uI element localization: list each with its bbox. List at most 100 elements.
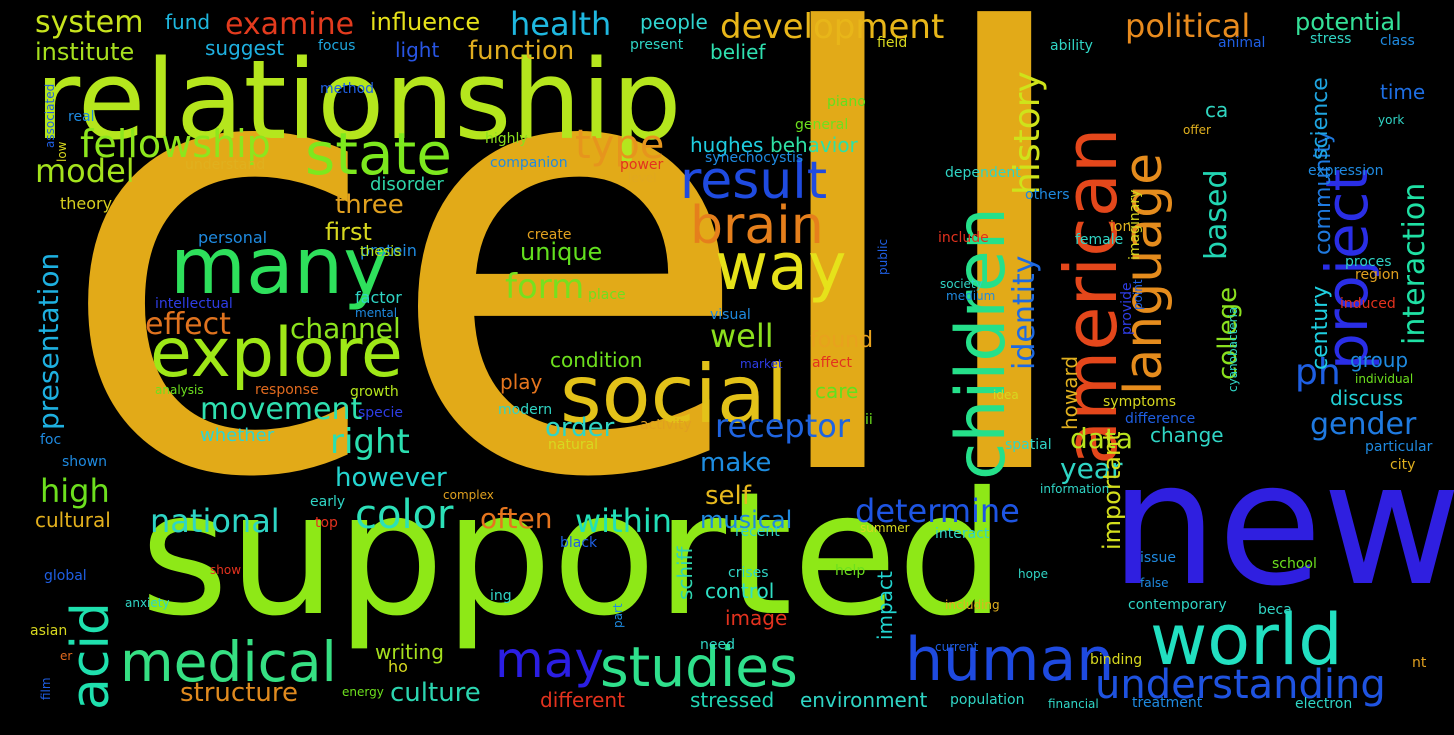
word-stressed: stressed <box>690 688 775 712</box>
word-class: class <box>1380 33 1415 49</box>
word-care: care <box>815 379 859 403</box>
word-natural: natural <box>548 437 599 453</box>
word-induced: induced <box>1340 296 1396 312</box>
word-state: state <box>305 120 452 188</box>
word-affect: affect <box>812 355 853 371</box>
word-analysis: analysis <box>155 383 204 397</box>
word-visual: visual <box>710 307 751 323</box>
word-er: er <box>60 649 73 663</box>
word-behavior: behavior <box>770 133 858 157</box>
word-fellowship: fellowship <box>80 122 271 166</box>
word-influence: influence <box>370 8 481 36</box>
word-stress: stress <box>1310 31 1352 47</box>
word-language: language <box>1114 152 1174 395</box>
word-human: human <box>905 625 1115 695</box>
word-mental: mental <box>355 306 398 320</box>
word-expression: expression <box>1308 163 1384 179</box>
word-three: three <box>335 190 404 220</box>
word-associated: associated <box>43 83 57 148</box>
word-present: present <box>630 37 684 53</box>
word-spatial: spatial <box>1005 437 1052 453</box>
word-writing: writing <box>375 640 444 664</box>
word-whether: whether <box>200 425 275 446</box>
word-way: way <box>715 230 847 305</box>
word-population: population <box>950 692 1025 708</box>
word-data: data <box>1070 422 1134 455</box>
word-may: may <box>495 631 604 689</box>
word-low: low <box>55 141 69 163</box>
word-companion: companion <box>490 155 568 171</box>
word-market: market <box>740 357 783 371</box>
word-function: function <box>468 36 575 66</box>
word-activity: activity <box>640 417 692 433</box>
word-treatment: treatment <box>1132 695 1203 711</box>
word-light: light <box>395 38 440 62</box>
word-group: group <box>1350 348 1409 372</box>
word-society: society <box>940 277 983 291</box>
word-proces: proces <box>1345 254 1392 270</box>
word-growth: growth <box>350 384 399 400</box>
word-black: black <box>560 535 598 551</box>
word-school: school <box>1272 556 1317 572</box>
word-place: place <box>588 287 626 303</box>
word-financial: financial <box>1048 697 1099 711</box>
word-binding: binding <box>1090 652 1143 668</box>
word-schiff: schiff <box>673 546 697 600</box>
word-development: development <box>720 7 945 47</box>
word-result: result <box>680 151 828 211</box>
word-form: form <box>505 267 585 307</box>
word-condition: condition <box>550 348 643 372</box>
word-discuss: discuss <box>1330 386 1404 410</box>
word-contemporary: contemporary <box>1128 597 1227 613</box>
word-presentation: presentation <box>32 252 65 430</box>
word-current: current <box>935 640 979 654</box>
word-method: method <box>320 81 375 97</box>
word-institute: institute <box>35 38 135 66</box>
word-right: right <box>330 422 410 462</box>
word-world: world <box>1150 599 1343 681</box>
word-culture: culture <box>390 678 481 708</box>
word-understand: understand <box>185 157 266 173</box>
word-individual: individual <box>1355 372 1414 386</box>
word-nt: nt <box>1412 655 1427 671</box>
word-particular: particular <box>1365 439 1433 455</box>
word-general: general <box>795 117 849 133</box>
word-create: create <box>527 227 572 243</box>
word-hope: hope <box>1018 567 1048 581</box>
word-belief: belief <box>710 40 766 64</box>
word-thesis: thesis <box>360 244 402 260</box>
word-national: national <box>150 502 280 540</box>
word-first: first <box>325 218 372 246</box>
word-ho: ho <box>388 657 408 676</box>
word-interaction: interaction <box>1397 182 1432 345</box>
word-structure: structure <box>180 678 298 708</box>
word-symptoms: symptoms <box>1103 394 1177 410</box>
word-year: year <box>1060 452 1123 485</box>
word-false: false <box>1140 576 1169 590</box>
word-need: need <box>700 637 735 653</box>
word-explore: explore <box>150 314 403 393</box>
word-order: order <box>545 413 615 443</box>
word-early: early <box>310 494 346 510</box>
word-medium: medium <box>946 289 996 303</box>
word-crises: crises <box>728 565 769 581</box>
word-cultural: cultural <box>35 508 111 532</box>
word-information: information <box>1040 482 1110 496</box>
word-potential: potential <box>1295 8 1402 36</box>
word-acid: acid <box>61 602 121 710</box>
word-understanding: understanding <box>1095 662 1386 708</box>
word-part: part <box>611 603 625 628</box>
word-people: people <box>640 10 708 34</box>
word-help: help <box>835 563 866 579</box>
word-difference: difference <box>1125 411 1196 427</box>
word-based: based <box>1199 169 1234 260</box>
word-others: others <box>1025 187 1070 203</box>
word-play: play <box>500 370 543 394</box>
word-many: many <box>170 222 390 312</box>
word-offer: offer <box>1183 123 1211 137</box>
word-focus: focus <box>318 38 356 54</box>
word-high: high <box>40 472 110 510</box>
word-gender: gender <box>1310 407 1417 442</box>
word-receptor: receptor <box>715 407 851 445</box>
